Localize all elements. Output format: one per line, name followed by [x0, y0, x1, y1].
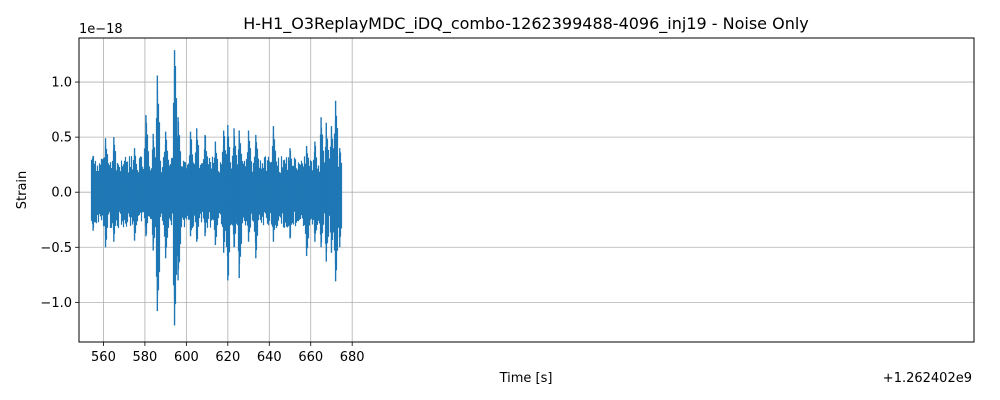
x-tick-label: 600 [174, 350, 199, 365]
chart-title: H-H1_O3ReplayMDC_iDQ_combo-1262399488-40… [243, 14, 809, 34]
y-tick-label: 0.0 [51, 186, 72, 201]
x-tick-label: 620 [215, 350, 240, 365]
x-tick-label: 560 [91, 350, 116, 365]
ticks: 560 580 600 620 640 660 680 −1.0 −0.5 0.0 0.5 1.0 [40, 76, 364, 365]
x-axis-label: Time [s] [499, 371, 553, 386]
y-scale-label: 1e−18 [79, 22, 123, 37]
x-tick-label: 660 [298, 350, 323, 365]
x-tick-label: 580 [132, 350, 157, 365]
y-tick-label: 0.5 [51, 131, 72, 146]
x-tick-label: 640 [257, 350, 282, 365]
y-tick-label: 1.0 [51, 76, 72, 91]
axes-frame [78, 37, 975, 343]
x-offset-label: +1.262402e9 [883, 371, 972, 386]
plot-area [90, 50, 343, 326]
y-tick-label: −0.5 [40, 241, 72, 256]
y-tick-label: −1.0 [40, 296, 72, 311]
x-tick-label: 680 [340, 350, 365, 365]
y-axis-label: Strain [15, 171, 30, 210]
